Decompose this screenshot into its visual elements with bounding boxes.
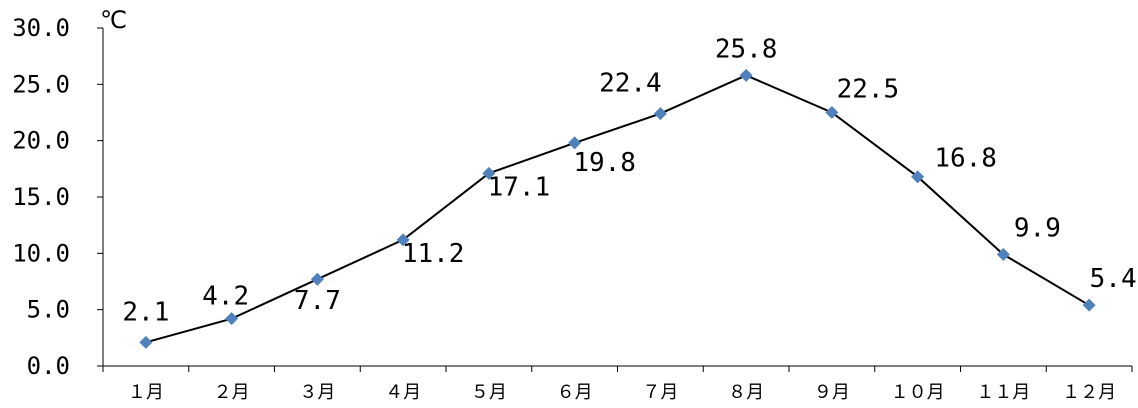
x-tick-label: ３月 xyxy=(299,382,335,403)
y-tick-label: 10.0 xyxy=(12,239,70,267)
data-label: 19.8 xyxy=(573,148,636,178)
x-tick-label: ２月 xyxy=(214,382,250,403)
data-point-marker xyxy=(568,136,582,150)
data-point-marker xyxy=(825,106,839,119)
data-point-marker xyxy=(482,166,496,180)
y-tick-label: 20.0 xyxy=(12,127,70,155)
series-line xyxy=(145,74,1090,344)
x-tick-label: ４月 xyxy=(385,382,421,403)
data-label: 16.8 xyxy=(934,144,997,174)
data-label: 17.1 xyxy=(488,172,551,202)
data-label: 2.1 xyxy=(122,297,169,327)
y-tick-label: 15.0 xyxy=(12,183,70,211)
x-tick-label: １２月 xyxy=(1062,382,1116,403)
data-point-marker xyxy=(310,272,324,286)
data-point-marker xyxy=(396,233,410,247)
series-markers xyxy=(139,68,1096,349)
data-point-marker xyxy=(911,170,925,184)
data-label: 25.8 xyxy=(715,34,778,64)
data-label: 11.2 xyxy=(402,239,465,269)
data-point-marker xyxy=(225,312,239,326)
data-label: 9.9 xyxy=(1014,213,1061,243)
data-label: 22.4 xyxy=(599,69,662,99)
data-label: 4.2 xyxy=(202,282,249,312)
data-point-marker xyxy=(139,335,153,349)
data-point-marker xyxy=(739,68,753,82)
y-tick-label: 0.0 xyxy=(27,352,70,380)
x-tick-label: １月 xyxy=(128,382,164,403)
x-tick-label: １１月 xyxy=(976,382,1030,403)
data-label: 5.4 xyxy=(1090,264,1137,294)
x-tick-label: ６月 xyxy=(557,382,593,403)
y-tick-label: 30.0 xyxy=(12,14,70,42)
data-label: 22.5 xyxy=(837,75,900,105)
x-axis-ticks: １月 ２月 ３月 ４月 ５月 ６月 ７月 ８月 ９月 １０月 １１月 １２月 xyxy=(102,366,1133,403)
x-tick-label: ７月 xyxy=(642,382,678,403)
y-axis-unit-label: ℃ xyxy=(100,6,127,34)
data-label: 7.7 xyxy=(294,286,341,316)
y-tick-label: 25.0 xyxy=(12,70,70,98)
x-tick-label: １０月 xyxy=(891,382,945,403)
y-axis-ticks: 0.0 5.0 10.0 15.0 20.0 25.0 30.0 xyxy=(12,14,103,380)
data-labels: 2.1 4.2 7.7 11.2 17.1 19.8 22.4 25.8 22.5 16.8 9.9… xyxy=(122,34,1136,327)
x-tick-label: ５月 xyxy=(471,382,507,403)
data-point-marker xyxy=(996,247,1010,261)
y-tick-label: 5.0 xyxy=(27,296,70,324)
x-tick-label: ９月 xyxy=(814,382,850,403)
x-tick-label: ８月 xyxy=(728,382,764,403)
data-point-marker xyxy=(653,107,667,121)
data-point-marker xyxy=(1082,298,1096,312)
